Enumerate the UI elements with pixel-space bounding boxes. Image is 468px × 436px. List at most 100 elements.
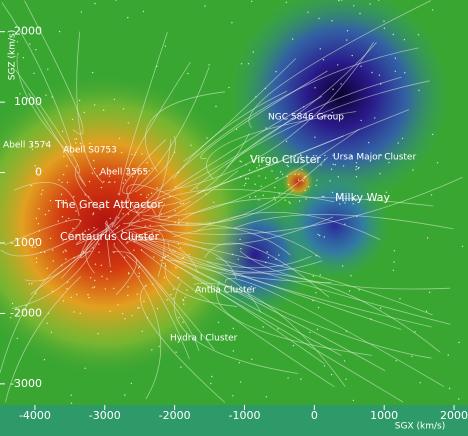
galaxy — [210, 382, 212, 385]
galaxy — [172, 297, 174, 299]
galaxy — [356, 198, 358, 201]
galaxy — [385, 191, 388, 193]
galaxy — [297, 179, 300, 181]
galaxy — [304, 189, 306, 192]
galaxy — [250, 285, 253, 288]
streamline — [112, 251, 137, 295]
x-tick-label: -2000 — [159, 409, 191, 422]
galaxy — [33, 241, 35, 243]
galaxy — [51, 96, 53, 98]
galaxy — [294, 159, 296, 161]
galaxy — [262, 326, 264, 328]
annotation: Antlia Cluster — [195, 286, 256, 296]
x-tick-label: 0 — [311, 409, 318, 422]
galaxy — [35, 292, 37, 295]
galaxy — [426, 237, 429, 239]
galaxy — [110, 270, 112, 273]
galaxy — [159, 229, 161, 232]
galaxy — [26, 98, 29, 100]
streamline — [1, 2, 72, 148]
galaxy — [355, 176, 358, 178]
x-axis-label: SGX (km/s) — [395, 422, 445, 432]
galaxy — [65, 258, 67, 260]
streamline — [74, 164, 102, 211]
galaxy — [156, 307, 159, 310]
galaxy — [58, 179, 60, 181]
galaxy — [91, 172, 94, 174]
galaxy — [330, 373, 333, 376]
galaxy — [70, 394, 72, 396]
streamline — [173, 96, 322, 189]
galaxy — [319, 234, 321, 237]
streamline — [140, 284, 226, 403]
galaxy — [196, 187, 198, 189]
galaxy — [251, 358, 253, 360]
galaxy — [180, 366, 182, 368]
galaxy — [151, 283, 154, 285]
galaxy — [127, 16, 129, 19]
x-tick-label: 2000 — [440, 409, 468, 422]
galaxy — [335, 199, 338, 201]
galaxy — [199, 286, 201, 289]
galaxy — [235, 128, 238, 130]
galaxy — [329, 180, 331, 182]
galaxy — [307, 186, 310, 188]
galaxy — [66, 165, 68, 167]
galaxy — [239, 176, 242, 178]
galaxy — [343, 360, 346, 362]
galaxy — [79, 312, 81, 314]
galaxy — [174, 210, 176, 212]
galaxy — [61, 181, 63, 184]
streamline — [233, 214, 454, 230]
galaxy — [73, 311, 75, 313]
galaxy — [66, 287, 68, 290]
streamline — [128, 188, 335, 227]
streamlines — [0, 0, 464, 404]
galaxy — [323, 365, 326, 367]
galaxy — [101, 275, 103, 278]
x-axis-strip — [0, 405, 468, 436]
galaxy — [286, 164, 288, 166]
galaxy — [274, 199, 277, 201]
galaxy — [177, 243, 180, 245]
galaxy — [431, 9, 434, 11]
streamline — [183, 58, 297, 162]
galaxy — [356, 215, 358, 218]
x-tick-label: -1000 — [228, 409, 260, 422]
galaxy — [73, 256, 76, 259]
galaxy — [341, 0, 343, 1]
galaxy — [275, 71, 277, 73]
galaxy — [331, 20, 333, 22]
galaxy — [341, 265, 344, 267]
streamline — [144, 237, 433, 316]
galaxy — [179, 247, 182, 249]
annotation: Ursa Major Cluster — [333, 153, 416, 163]
streamline — [216, 281, 372, 356]
galaxy — [245, 182, 247, 185]
galaxy — [277, 177, 279, 179]
galaxy — [173, 151, 176, 153]
streamline — [5, 276, 82, 403]
annotation: Virgo Cluster — [250, 153, 321, 166]
galaxy — [262, 194, 264, 196]
y-tick-label: -2000 — [10, 306, 42, 319]
galaxy — [317, 306, 320, 309]
galaxy — [127, 200, 129, 202]
annotation: Milky Way — [335, 191, 391, 204]
galaxy — [277, 161, 279, 164]
galaxy — [57, 220, 59, 222]
galaxy — [240, 63, 243, 65]
galaxy — [260, 168, 263, 170]
galaxy — [116, 227, 119, 229]
galaxy — [76, 293, 78, 296]
galaxy — [158, 345, 160, 347]
galaxy — [132, 176, 134, 178]
galaxy — [275, 178, 277, 180]
galaxy — [315, 292, 317, 294]
galaxy — [100, 186, 103, 189]
streamline — [224, 278, 445, 388]
galaxy — [380, 83, 382, 85]
galaxy — [378, 0, 380, 1]
galaxy — [271, 170, 273, 172]
galaxy — [89, 277, 92, 279]
